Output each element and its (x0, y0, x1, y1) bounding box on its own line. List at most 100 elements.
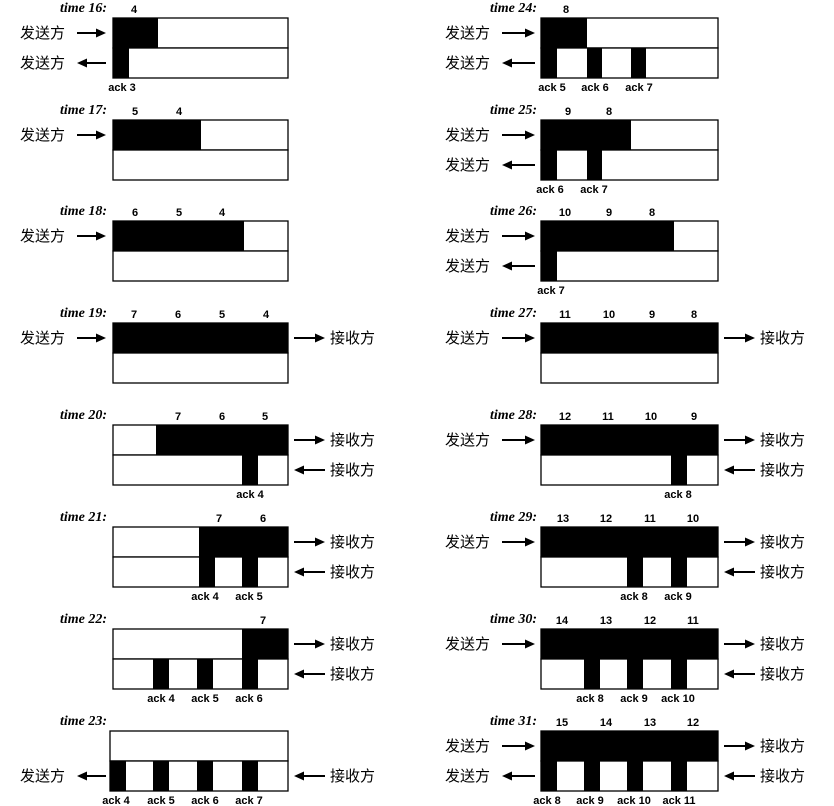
segment-number-label: 12 (559, 411, 571, 423)
segment-number-label: 6 (260, 513, 266, 525)
left-arrow-icon (502, 58, 535, 68)
ack-label: ack 5 (235, 591, 263, 603)
ack-row-box (540, 352, 719, 384)
ack-row-box (112, 47, 289, 79)
ack-label: ack 8 (576, 693, 604, 705)
ack-segment-fill (541, 48, 557, 78)
segment-number-label: 9 (565, 106, 571, 118)
segment-number-label: 7 (131, 309, 137, 321)
left-arrow-icon (724, 669, 755, 679)
ack-label: ack 8 (533, 795, 561, 806)
ack-label: ack 5 (538, 82, 566, 94)
receiver-label: 接收方 (330, 533, 375, 551)
receiver-label: 接收方 (760, 737, 805, 755)
data-segment-fill (113, 18, 158, 48)
segment-number-label: 7 (216, 513, 222, 525)
segment-number-label: 8 (563, 4, 569, 16)
ack-row-box (112, 250, 289, 282)
ack-segment-fill (153, 659, 169, 689)
right-arrow-icon (502, 537, 535, 547)
segment-number-label: 6 (219, 411, 225, 423)
sender-label: 发送方 (20, 54, 65, 72)
ack-segment-fill (113, 48, 129, 78)
ack-segment-fill (587, 48, 602, 78)
time-label: time 24: (490, 1, 537, 16)
segment-number-label: 7 (260, 615, 266, 627)
receiver-label: 接收方 (760, 665, 805, 683)
ack-segment-fill (671, 761, 687, 791)
left-arrow-icon (724, 465, 755, 475)
right-arrow-icon (724, 537, 755, 547)
left-arrow-icon (294, 669, 325, 679)
receiver-label: 接收方 (330, 635, 375, 653)
sender-label: 发送方 (20, 24, 65, 42)
right-arrow-icon (724, 333, 755, 343)
segment-number-label: 13 (644, 717, 656, 729)
segment-number-label: 9 (691, 411, 697, 423)
data-segment-fill (541, 323, 718, 353)
segment-number-label: 4 (131, 4, 138, 16)
sender-label: 发送方 (445, 737, 490, 755)
time-label: time 27: (490, 306, 537, 321)
ack-label: ack 7 (235, 795, 263, 806)
ack-segment-fill (242, 761, 258, 791)
receiver-label: 接收方 (760, 533, 805, 551)
left-arrow-icon (77, 771, 106, 781)
right-arrow-icon (294, 435, 325, 445)
ack-segment-fill (541, 251, 557, 281)
ack-row-box (540, 250, 719, 282)
ack-segment-fill (541, 150, 557, 180)
segment-number-label: 10 (645, 411, 657, 423)
receiver-label: 接收方 (760, 767, 805, 785)
time-label: time 31: (490, 714, 537, 729)
time-label: time 16: (60, 1, 107, 16)
sender-label: 发送方 (445, 635, 490, 653)
sender-label: 发送方 (445, 431, 490, 449)
data-segment-fill (199, 527, 288, 557)
receiver-label: 接收方 (330, 665, 375, 683)
segment-number-label: 5 (262, 411, 268, 423)
right-arrow-icon (77, 130, 106, 140)
segment-number-label: 13 (557, 513, 569, 525)
ack-label: ack 6 (581, 82, 609, 94)
ack-label: ack 6 (191, 795, 219, 806)
segment-number-label: 15 (556, 717, 568, 729)
receiver-label: 接收方 (760, 635, 805, 653)
data-segment-fill (541, 221, 674, 251)
segment-number-label: 6 (132, 207, 138, 219)
ack-label: ack 7 (625, 82, 653, 94)
sender-label: 发送方 (20, 126, 65, 144)
left-arrow-icon (294, 771, 325, 781)
left-arrow-icon (294, 567, 325, 577)
receiver-label: 接收方 (760, 431, 805, 449)
segment-number-label: 12 (644, 615, 656, 627)
ack-label: ack 4 (102, 795, 130, 806)
ack-segment-fill (587, 150, 602, 180)
right-arrow-icon (724, 741, 755, 751)
ack-label: ack 10 (617, 795, 651, 806)
receiver-label: 接收方 (760, 461, 805, 479)
segment-number-label: 10 (559, 207, 571, 219)
segment-number-label: 11 (644, 513, 656, 525)
receiver-label: 接收方 (330, 329, 375, 347)
sender-label: 发送方 (20, 227, 65, 245)
receiver-label: 接收方 (330, 461, 375, 479)
segment-number-label: 11 (559, 309, 571, 321)
left-arrow-icon (502, 771, 535, 781)
data-segment-fill (541, 18, 587, 48)
segment-number-label: 14 (556, 615, 569, 627)
right-arrow-icon (502, 333, 535, 343)
segment-number-label: 6 (175, 309, 181, 321)
left-arrow-icon (724, 771, 755, 781)
ack-label: ack 6 (235, 693, 263, 705)
ack-segment-fill (242, 455, 258, 485)
time-label: time 22: (60, 612, 107, 627)
ack-label: ack 4 (236, 489, 264, 501)
ack-row-box (112, 149, 289, 181)
right-arrow-icon (77, 333, 106, 343)
ack-segment-fill (671, 659, 687, 689)
